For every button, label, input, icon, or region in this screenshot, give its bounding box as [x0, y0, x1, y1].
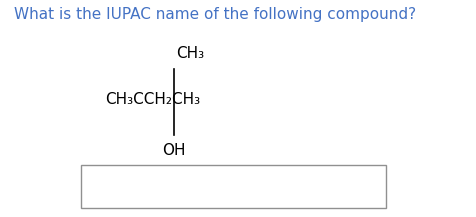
Text: CH₃: CH₃ — [176, 46, 204, 61]
Text: OH: OH — [162, 143, 185, 158]
Text: What is the IUPAC name of the following compound?: What is the IUPAC name of the following … — [14, 7, 416, 21]
Text: CH₃CCH₂CH₃: CH₃CCH₂CH₃ — [105, 92, 199, 107]
Bar — [81, 165, 386, 208]
